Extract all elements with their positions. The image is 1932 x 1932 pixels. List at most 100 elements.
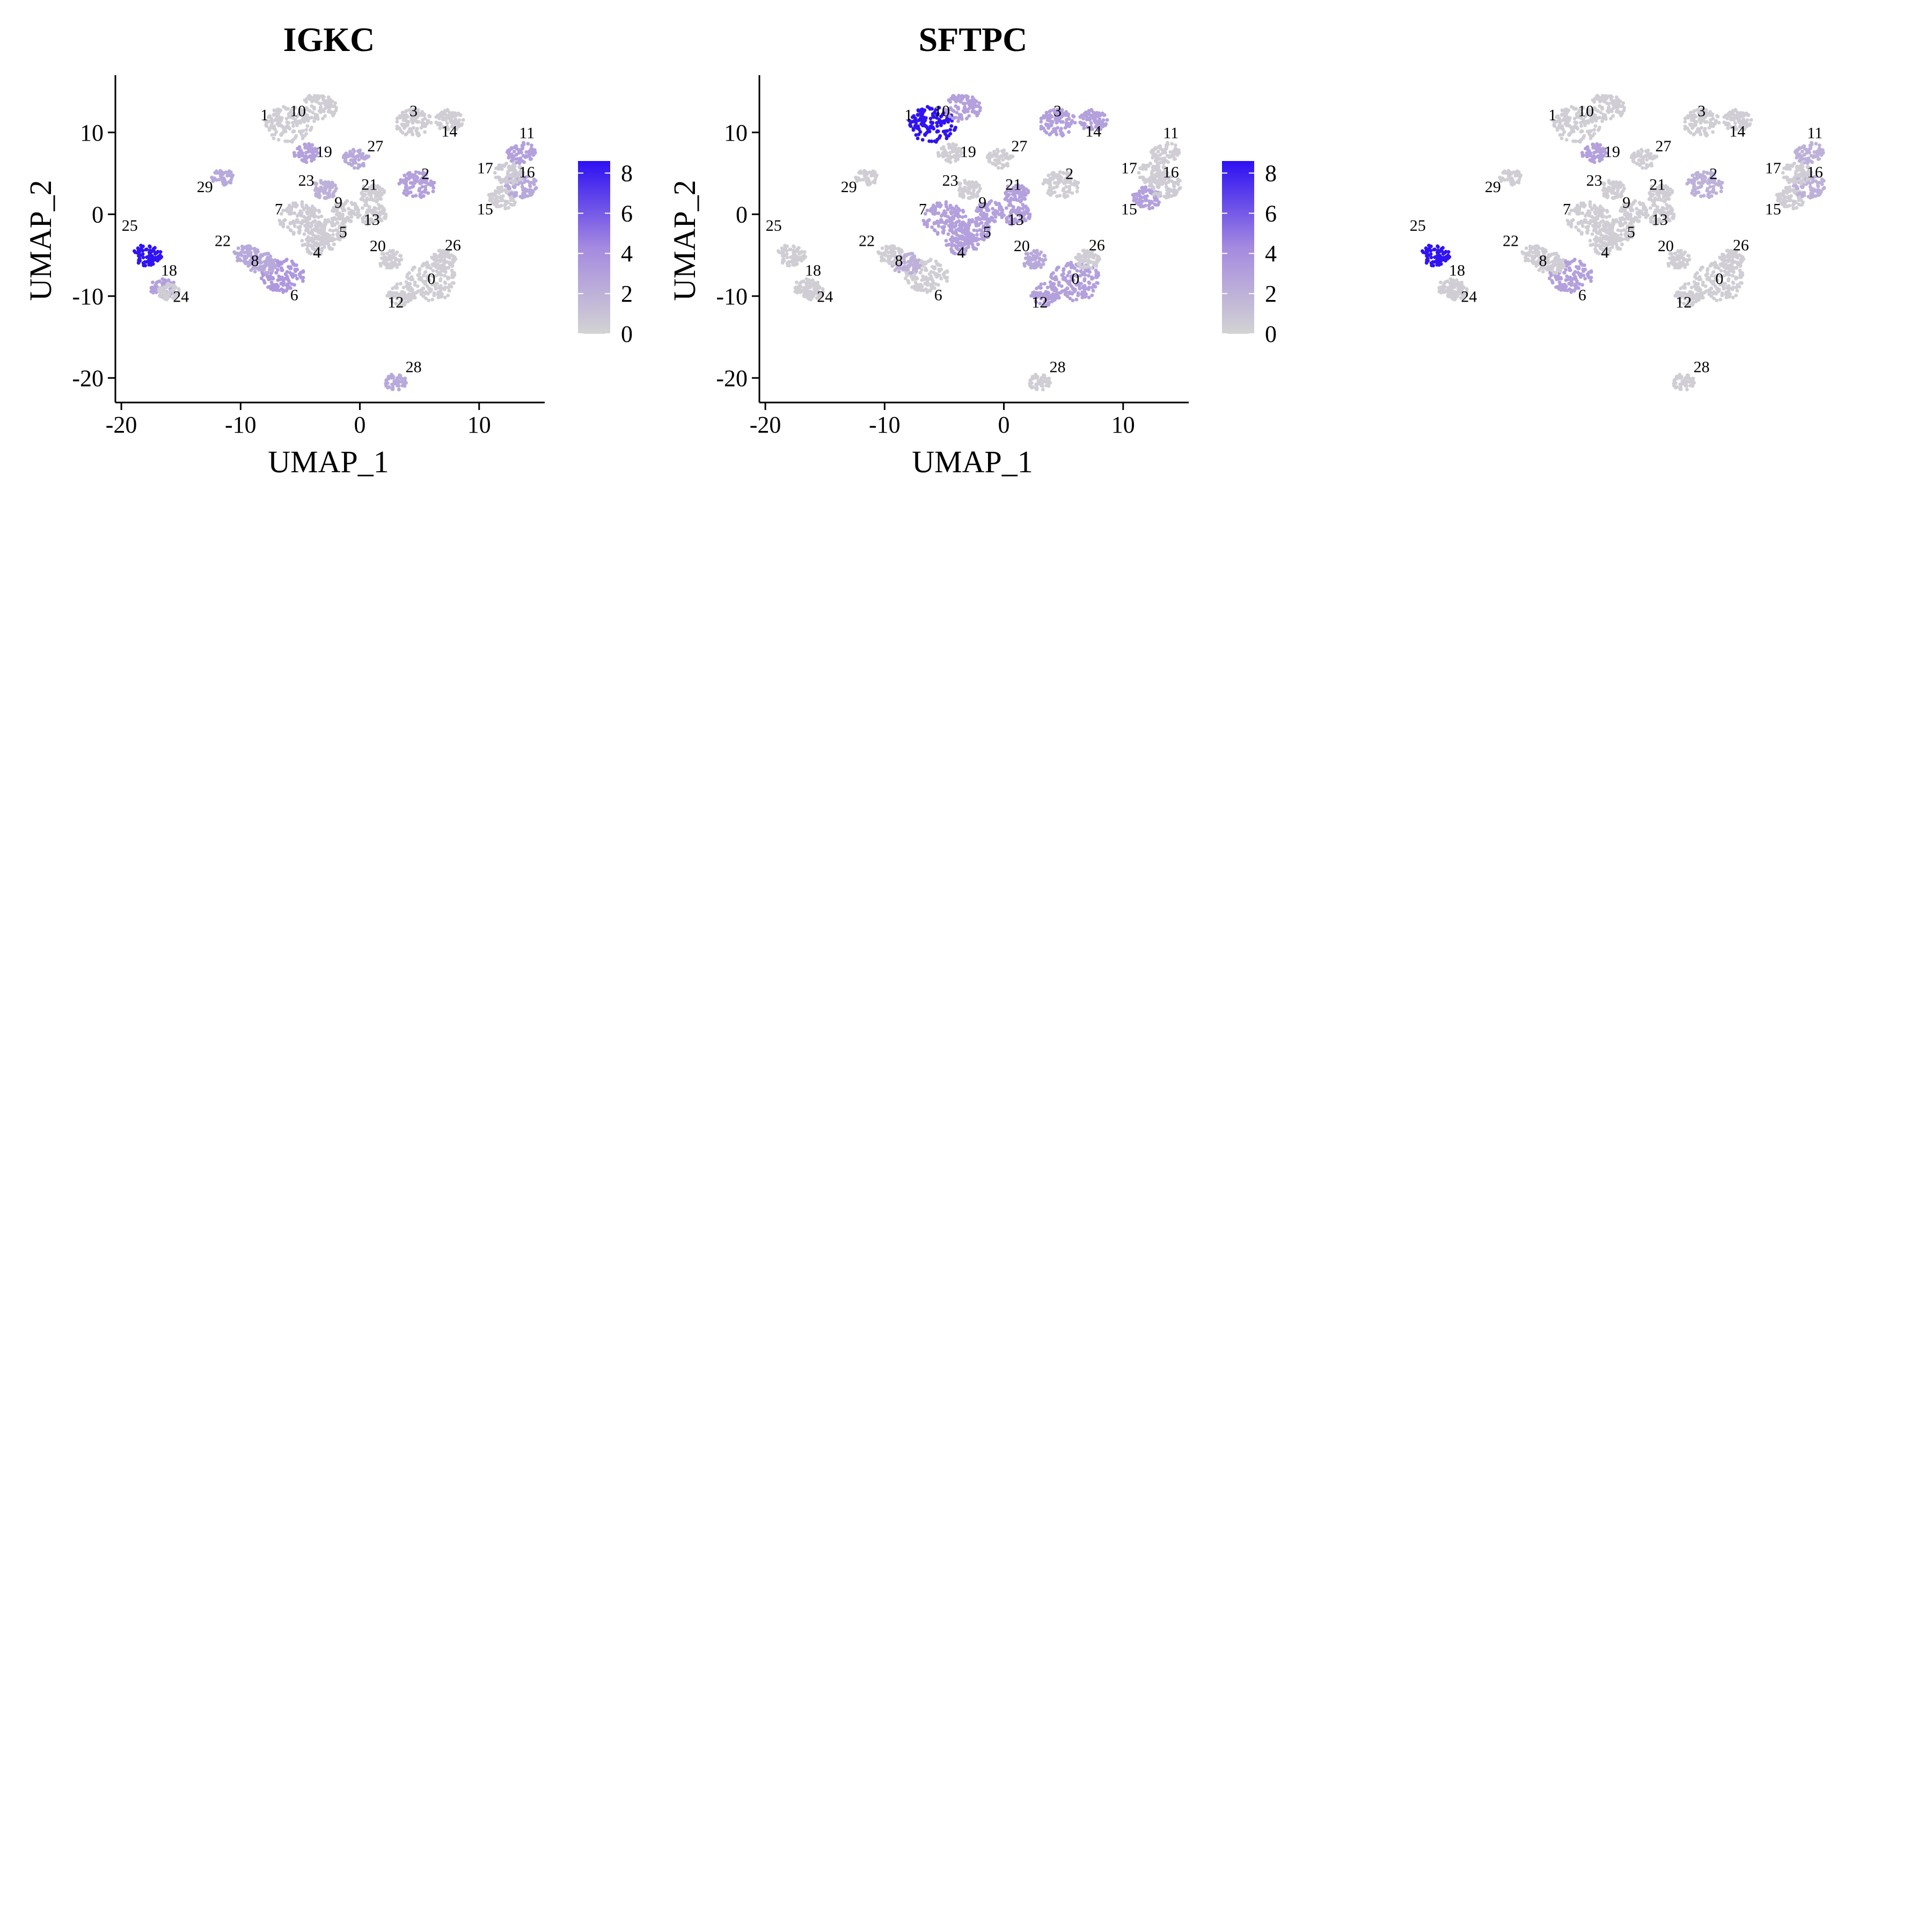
cell-point bbox=[961, 109, 965, 113]
cell-point bbox=[283, 129, 288, 134]
cell-point bbox=[422, 274, 426, 277]
cell-point bbox=[301, 279, 305, 283]
cell-point bbox=[266, 252, 270, 256]
cell-point bbox=[795, 280, 799, 284]
cell-point bbox=[1064, 110, 1068, 114]
cell-point bbox=[952, 215, 956, 219]
cell-point bbox=[1150, 174, 1154, 178]
cell-point bbox=[302, 120, 306, 124]
cell-point bbox=[407, 171, 411, 175]
cell-point bbox=[395, 382, 399, 386]
cell-point bbox=[1052, 190, 1057, 194]
cell-point bbox=[527, 149, 531, 153]
cell-point bbox=[264, 271, 268, 275]
cell-point bbox=[890, 253, 895, 258]
cell-point bbox=[405, 184, 408, 188]
cell-point bbox=[1101, 118, 1106, 122]
cell-point bbox=[141, 244, 145, 248]
cell-point bbox=[957, 93, 961, 98]
cell-point bbox=[958, 182, 962, 187]
cell-point bbox=[284, 273, 288, 276]
cell-point bbox=[312, 107, 317, 111]
cell-point bbox=[1075, 189, 1079, 194]
cell-point bbox=[411, 194, 415, 199]
cell-point bbox=[938, 120, 942, 124]
cell-point bbox=[1075, 186, 1080, 190]
cell-point bbox=[286, 276, 290, 280]
cell-point bbox=[400, 111, 405, 115]
cell-point bbox=[1009, 203, 1013, 207]
cell-point bbox=[316, 98, 320, 102]
cell-point bbox=[947, 224, 951, 228]
cell-point bbox=[882, 258, 887, 262]
cell-point bbox=[1091, 255, 1095, 259]
cell-point bbox=[266, 275, 270, 280]
cell-point bbox=[1151, 149, 1155, 153]
cell-point bbox=[443, 295, 447, 299]
cell-point bbox=[1001, 149, 1005, 153]
cell-point bbox=[312, 155, 316, 159]
cell-point bbox=[276, 278, 281, 282]
cell-point bbox=[341, 213, 345, 217]
cell-point bbox=[328, 188, 332, 193]
cell-point bbox=[245, 245, 249, 249]
cell-point bbox=[437, 286, 441, 290]
cell-point bbox=[956, 107, 961, 111]
cell-point bbox=[956, 98, 960, 103]
cell-point bbox=[331, 229, 335, 233]
cell-point bbox=[218, 171, 223, 175]
cell-point bbox=[511, 154, 515, 158]
cell-point bbox=[422, 113, 426, 118]
cell-point bbox=[921, 288, 926, 292]
cell-point bbox=[240, 248, 244, 252]
cell-point bbox=[789, 247, 793, 252]
cell-point bbox=[319, 185, 323, 189]
cell-point bbox=[281, 279, 286, 283]
cell-point bbox=[301, 218, 305, 223]
cell-point bbox=[801, 279, 806, 283]
cell-point bbox=[789, 255, 793, 259]
cell-point bbox=[272, 113, 276, 117]
cell-point bbox=[1084, 265, 1088, 269]
cell-point bbox=[151, 256, 155, 260]
cell-point bbox=[274, 130, 279, 134]
cell-point bbox=[972, 105, 976, 109]
cell-point bbox=[417, 188, 421, 193]
cell-point bbox=[961, 195, 965, 200]
cell-point bbox=[418, 171, 422, 175]
cell-point bbox=[963, 101, 967, 106]
cell-point bbox=[387, 254, 392, 258]
cell-point bbox=[906, 267, 910, 271]
cell-point bbox=[910, 263, 914, 267]
cell-point bbox=[1081, 266, 1085, 270]
cell-point bbox=[285, 120, 289, 125]
cluster-label: 23 bbox=[298, 172, 314, 189]
cell-point bbox=[992, 150, 996, 153]
cell-point bbox=[272, 108, 276, 113]
cell-point bbox=[365, 196, 369, 200]
cell-point bbox=[522, 195, 526, 199]
cell-point bbox=[386, 386, 390, 390]
cell-point bbox=[1153, 146, 1158, 150]
cell-point bbox=[493, 192, 497, 196]
cell-point bbox=[780, 246, 784, 250]
cell-point bbox=[145, 247, 149, 252]
cell-point bbox=[1075, 257, 1079, 261]
cell-point bbox=[1065, 290, 1069, 294]
cell-point bbox=[395, 120, 399, 124]
cell-point bbox=[816, 283, 820, 288]
cell-point bbox=[499, 203, 503, 208]
cell-point bbox=[884, 248, 888, 252]
cell-point bbox=[306, 94, 311, 98]
cell-point bbox=[405, 193, 409, 197]
cell-point bbox=[279, 108, 283, 112]
cell-point bbox=[975, 229, 979, 233]
cell-point bbox=[918, 271, 923, 275]
cell-point bbox=[969, 235, 973, 239]
cell-point bbox=[246, 250, 250, 253]
scatter-points bbox=[133, 93, 538, 392]
cell-point bbox=[409, 112, 414, 116]
cell-point bbox=[1139, 203, 1144, 208]
cell-point bbox=[514, 191, 518, 195]
cell-point bbox=[344, 218, 348, 223]
